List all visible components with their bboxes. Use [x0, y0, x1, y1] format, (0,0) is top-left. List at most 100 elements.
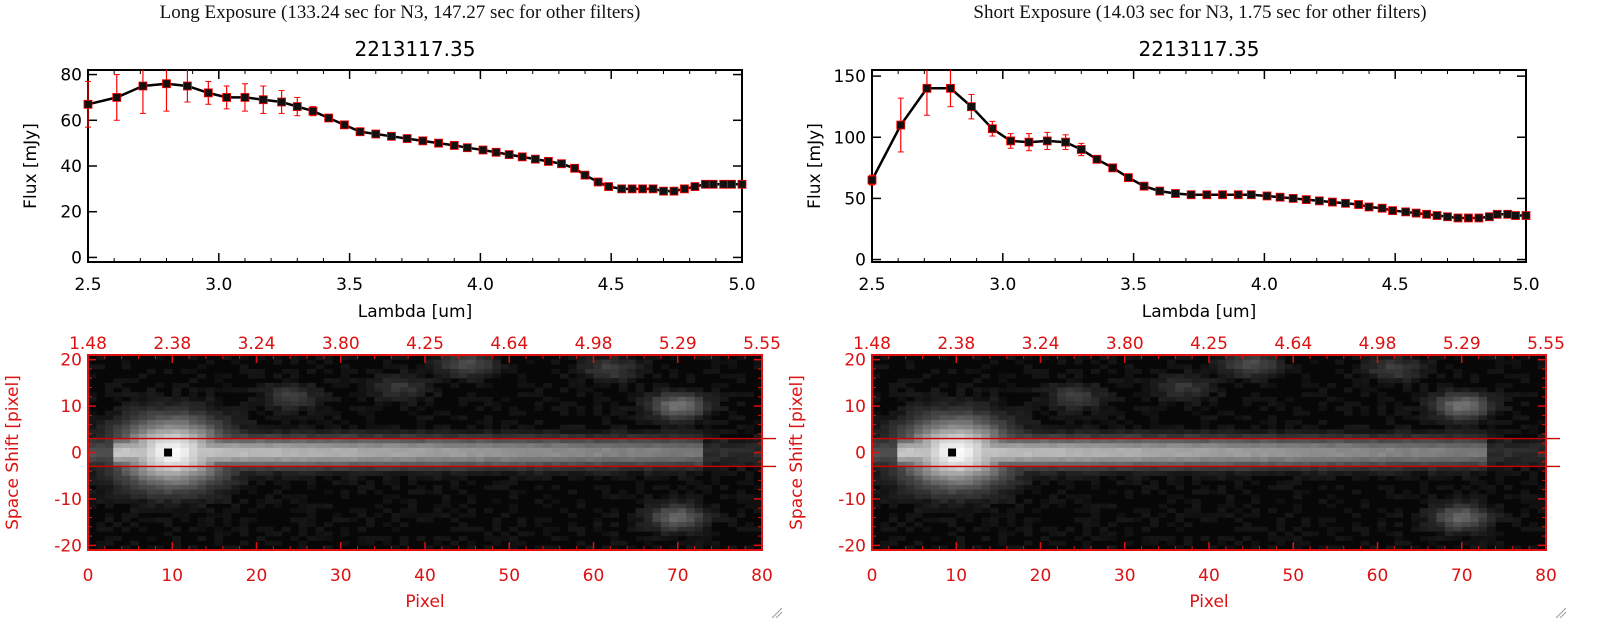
image-pixel	[1436, 447, 1446, 453]
image-pixel	[719, 517, 729, 523]
image-pixel	[475, 433, 485, 439]
image-pixel	[1487, 424, 1496, 430]
image-pixel	[189, 392, 198, 398]
image-pixel	[601, 457, 611, 463]
image-pixel	[1166, 466, 1176, 472]
image-pixel	[264, 401, 274, 407]
image-pixel	[138, 410, 148, 416]
image-pixel	[189, 443, 198, 449]
image-pixel	[273, 406, 283, 412]
image-pixel	[1217, 461, 1227, 467]
image-pixel	[1006, 424, 1016, 430]
image-pixel	[441, 461, 451, 467]
image-pixel	[1310, 466, 1319, 472]
image-pixel	[1183, 438, 1193, 444]
data-point	[277, 97, 286, 107]
image-pixel	[172, 415, 181, 421]
image-pixel	[138, 466, 148, 472]
image-pixel	[880, 364, 890, 370]
image-pixel	[1048, 415, 1058, 421]
image-pixel	[416, 452, 426, 458]
image-pixel	[323, 392, 333, 398]
image-pixel	[1377, 355, 1387, 360]
image-pixel	[1015, 420, 1024, 425]
image-pixel	[686, 410, 695, 416]
image-pixel	[694, 396, 704, 402]
image-pixel	[1402, 438, 1412, 444]
image-pixel	[1225, 429, 1235, 435]
image-pixel	[189, 368, 198, 374]
image-pixel	[686, 452, 695, 458]
image-pixel	[214, 438, 224, 444]
image-pixel	[189, 503, 198, 509]
image-pixel	[264, 438, 274, 444]
image-pixel	[1318, 406, 1328, 412]
image-pixel	[1369, 457, 1378, 463]
image-pixel	[231, 452, 240, 458]
image-pixel	[652, 382, 662, 388]
image-pixel	[1385, 485, 1395, 490]
image-pixel	[366, 480, 375, 486]
image-pixel	[146, 410, 156, 416]
image-pixel	[1385, 512, 1395, 518]
image-pixel	[172, 406, 181, 412]
image-pixel	[121, 512, 131, 518]
image-pixel	[652, 420, 662, 425]
image-pixel	[197, 475, 207, 481]
image-pixel	[1074, 438, 1083, 444]
image-pixel	[1453, 526, 1463, 532]
image-pixel	[475, 447, 485, 453]
data-point	[946, 83, 955, 93]
image-pixel	[939, 396, 949, 402]
image-pixel	[897, 471, 906, 477]
image-pixel	[391, 457, 401, 463]
image-pixel	[1461, 475, 1471, 481]
image-pixel	[897, 522, 906, 528]
image-pixel	[1478, 461, 1488, 467]
image-pixel	[1082, 503, 1092, 509]
image-x-tick-label: 80	[1535, 566, 1557, 586]
image-pixel	[660, 415, 670, 421]
image-pixel	[989, 512, 999, 518]
image-pixel	[323, 522, 333, 528]
image-pixel	[1192, 512, 1201, 518]
image-pixel	[669, 387, 679, 393]
image-pixel	[1293, 508, 1302, 514]
image-pixel	[1360, 387, 1370, 393]
image-pixel	[1453, 443, 1463, 449]
image-pixel	[1428, 457, 1437, 463]
image-pixel	[1141, 382, 1151, 388]
image-pixel	[660, 531, 670, 537]
image-pixel	[1217, 508, 1227, 514]
image-pixel	[1377, 378, 1387, 384]
image-pixel	[711, 466, 721, 472]
image-pixel	[399, 438, 409, 444]
image-pixel	[1369, 387, 1378, 393]
image-pixel	[163, 508, 173, 514]
image-pixel	[467, 466, 476, 472]
image-pixel	[441, 429, 451, 435]
image-pixel	[231, 387, 240, 393]
image-pixel	[1082, 396, 1092, 402]
image-pixel	[1166, 387, 1176, 393]
data-point	[1443, 212, 1452, 222]
image-pixel	[1503, 466, 1513, 472]
image-pixel	[104, 457, 114, 463]
image-pixel	[610, 406, 620, 412]
image-pixel	[534, 498, 544, 504]
image-pixel	[239, 480, 249, 486]
image-pixel	[517, 378, 527, 384]
image-pixel	[652, 373, 662, 379]
image-pixel	[1369, 359, 1378, 365]
image-pixel	[416, 447, 426, 453]
image-pixel	[113, 480, 123, 486]
image-pixel	[290, 415, 299, 421]
image-pixel	[728, 471, 738, 477]
image-pixel	[703, 503, 712, 509]
image-pixel	[1074, 471, 1083, 477]
image-pixel	[1326, 545, 1336, 550]
image-y-axis-label: Space Shift [pixel]	[3, 375, 23, 530]
image-pixel	[1284, 429, 1294, 435]
image-pixel	[930, 457, 940, 463]
image-pixel	[1166, 392, 1176, 398]
